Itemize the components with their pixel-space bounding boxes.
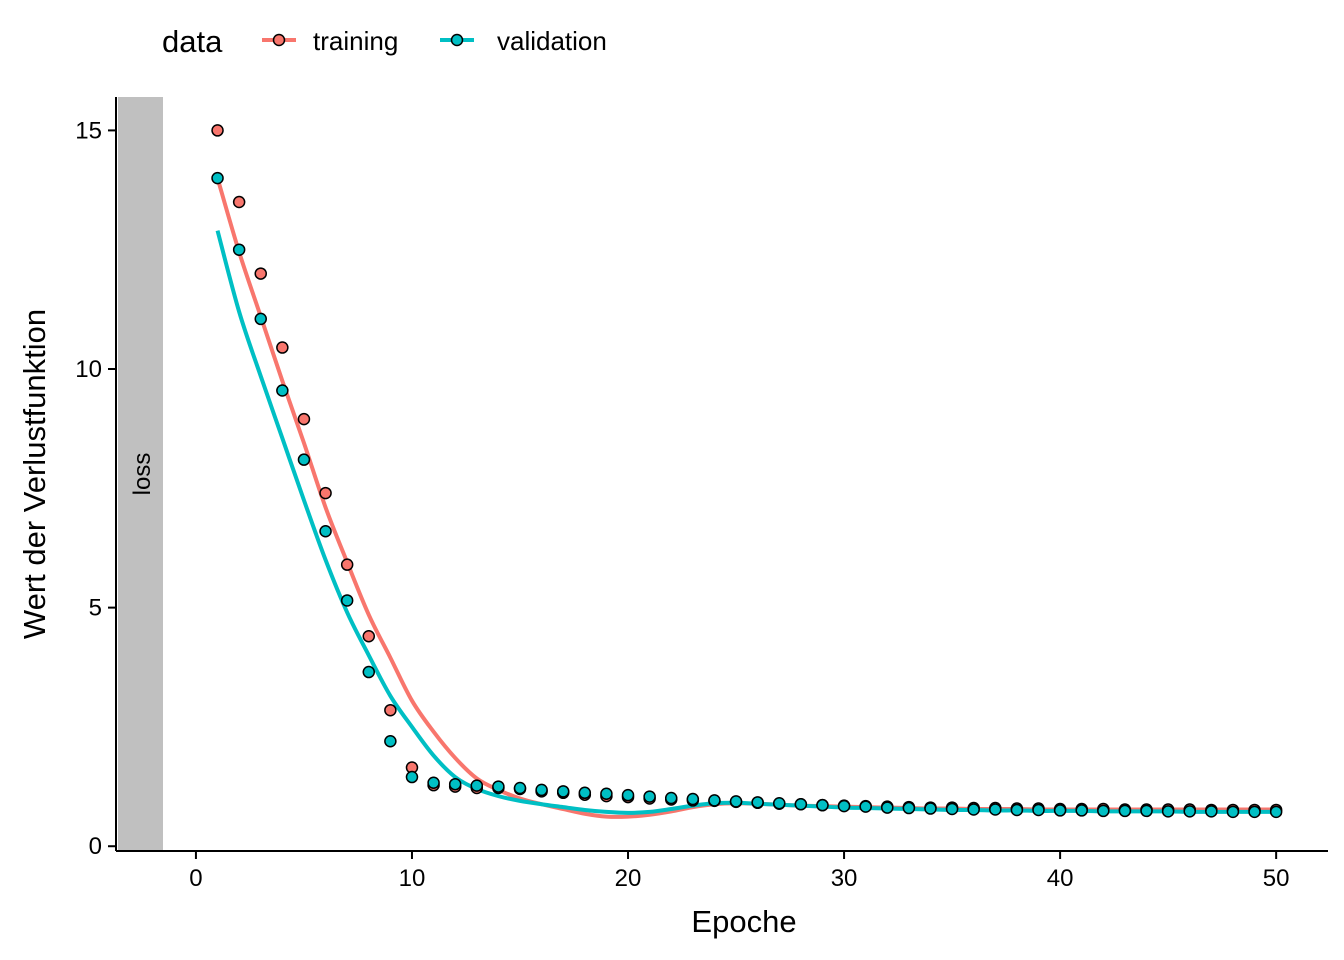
- data-point-validation: [664, 791, 678, 805]
- data-point-validation: [276, 384, 289, 397]
- data-point-validation: [751, 796, 764, 809]
- data-point-validation: [816, 798, 829, 812]
- y-tick-label: 0: [89, 833, 102, 860]
- x-ticks: 0 10 20 30 40 50: [189, 851, 1290, 892]
- data-point-validation: [1010, 803, 1024, 817]
- data-point-validation: [1269, 805, 1283, 819]
- data-point-validation: [513, 781, 527, 795]
- smooth-line-validation: [215, 230, 1277, 815]
- y-ticks: 0 5 10 15: [75, 117, 116, 860]
- data-point-validation: [837, 799, 851, 813]
- data-point-training: [340, 558, 354, 571]
- legend-label-training: training: [313, 26, 398, 56]
- data-point-validation: [686, 792, 700, 806]
- data-point-validation: [945, 802, 959, 816]
- data-point-validation: [989, 803, 1002, 816]
- data-point-validation: [924, 802, 937, 815]
- data-point-training: [297, 412, 311, 426]
- data-point-validation: [556, 785, 570, 798]
- data-point-validation: [1183, 805, 1196, 818]
- data-point-validation: [1140, 804, 1153, 818]
- x-tick-label: 50: [1263, 865, 1290, 892]
- data-point-validation: [535, 783, 548, 797]
- data-point-validation: [254, 312, 267, 326]
- data-point-validation: [427, 776, 440, 790]
- data-point-validation: [621, 788, 635, 802]
- data-point-validation: [297, 453, 311, 466]
- data-point-validation: [319, 525, 332, 538]
- data-point-validation: [600, 787, 613, 800]
- data-point-validation: [578, 786, 592, 800]
- smooth-lines: [215, 177, 1277, 819]
- legend-label-validation: validation: [497, 26, 607, 56]
- data-point-training: [254, 267, 267, 280]
- data-point-validation: [1205, 805, 1218, 818]
- y-axis-title: Wert der Verlustfunktion: [17, 309, 52, 639]
- legend-key-validation: [440, 33, 474, 47]
- data-point-training: [319, 486, 332, 500]
- y-tick-label: 5: [89, 595, 102, 622]
- data-point-validation: [211, 171, 224, 185]
- data-point-validation: [1118, 804, 1132, 818]
- data-point-validation: [773, 797, 786, 810]
- data-point-validation: [1053, 804, 1067, 817]
- data-point-validation: [1075, 804, 1088, 817]
- x-tick-label: 20: [615, 865, 642, 892]
- smooth-line-training: [215, 177, 1277, 819]
- data-point-validation: [967, 803, 980, 816]
- legend: data training validation: [162, 24, 607, 59]
- data-point-validation: [492, 780, 505, 793]
- facet-strip-label: loss: [129, 453, 156, 496]
- data-point-validation: [1248, 805, 1261, 819]
- y-tick-label: 10: [75, 356, 102, 383]
- data-point-training: [384, 703, 397, 717]
- y-tick-label: 15: [75, 117, 102, 144]
- data-point-validation: [881, 801, 894, 814]
- data-point-validation: [902, 801, 916, 815]
- data-point-validation: [1226, 805, 1240, 819]
- data-point-validation: [405, 770, 419, 784]
- data-point-training: [276, 341, 289, 354]
- data-point-validation: [470, 779, 484, 792]
- x-axis-title: Epoche: [691, 904, 796, 939]
- data-point-training: [362, 630, 376, 643]
- data-point-validation: [729, 795, 743, 808]
- data-point-training: [232, 195, 246, 209]
- data-point-validation: [232, 243, 246, 256]
- data-point-validation: [1161, 805, 1175, 818]
- x-tick-label: 10: [399, 865, 426, 892]
- data-point-validation: [384, 734, 397, 748]
- data-point-validation: [1097, 804, 1110, 818]
- x-tick-label: 0: [189, 865, 202, 892]
- data-point-validation: [1032, 803, 1045, 817]
- data-points: [211, 124, 1283, 819]
- data-point-validation: [794, 797, 808, 811]
- data-point-validation: [859, 800, 872, 813]
- data-point-validation: [362, 665, 376, 679]
- legend-title: data: [162, 24, 223, 59]
- legend-key-training: [262, 33, 296, 47]
- data-point-validation: [340, 594, 354, 607]
- data-point-validation: [643, 790, 656, 803]
- data-point-training: [211, 124, 224, 137]
- data-point-validation: [708, 794, 721, 807]
- facet-strip: [118, 97, 163, 850]
- x-tick-label: 40: [1047, 865, 1074, 892]
- x-tick-label: 30: [831, 865, 858, 892]
- data-point-validation: [448, 777, 462, 791]
